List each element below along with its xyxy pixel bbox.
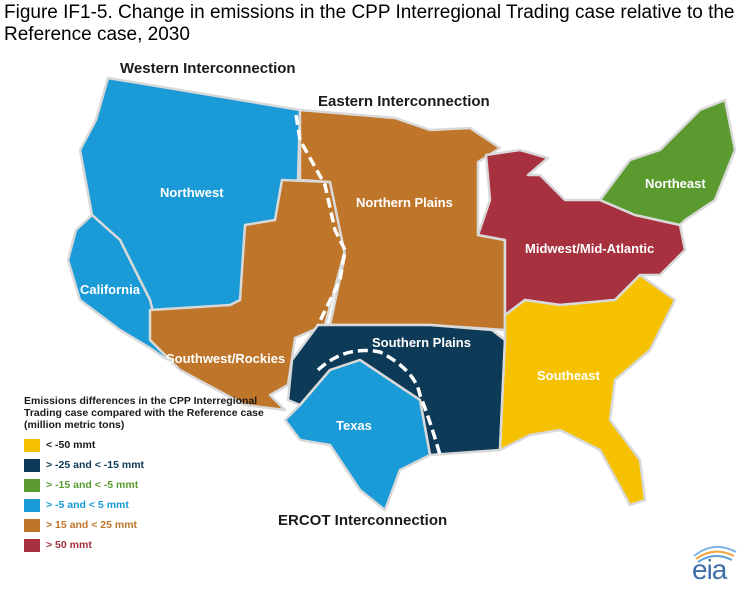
legend-label-prefix: > <box>46 479 56 491</box>
legend-swatch <box>24 458 40 472</box>
interconnection-boundary-east-west <box>294 114 347 326</box>
legend-items: < -50 mmt > -25 and < -15 mmt > -15 and < … <box>24 435 284 555</box>
interconnection-boundary-ercot <box>316 348 442 456</box>
region-label-texas: Texas <box>336 418 372 433</box>
eia-logo-text: eia <box>692 554 727 585</box>
eia-logo: eia <box>686 540 742 585</box>
legend-swatch <box>24 498 40 512</box>
legend-item: > 15 and < 25 mmt <box>24 515 284 535</box>
legend-label: > -5 and < 5 mmt <box>46 499 129 511</box>
legend-item: > -5 and < 5 mmt <box>24 495 284 515</box>
region-label-southern-plains: Southern Plains <box>372 335 471 350</box>
legend-label: > 50 mmt <box>46 539 92 551</box>
region-label-california: California <box>80 282 141 297</box>
region-label-southwest-rockies: Southwest/Rockies <box>166 351 285 366</box>
legend-label: > 15 and < 25 mmt <box>46 519 138 531</box>
legend-label: < -50 mmt <box>46 439 96 451</box>
eia-logo-arcs-icon <box>693 545 737 563</box>
region-midwest-mid-atlantic <box>476 148 687 317</box>
legend-swatch <box>24 478 40 492</box>
legend-label: > -25 and < -15 mmt <box>46 459 145 471</box>
legend-label: -15 and < -5 mmt <box>55 479 139 491</box>
legend-item: > -15 and < -5 mmt <box>24 475 284 495</box>
legend-swatch <box>24 518 40 532</box>
region-southeast <box>498 273 677 507</box>
region-texas <box>283 358 432 512</box>
region-california <box>66 213 192 367</box>
legend-item: > -25 and < -15 mmt <box>24 455 284 475</box>
region-label-southeast: Southeast <box>537 368 601 383</box>
legend-item: < -50 mmt <box>24 435 284 455</box>
legend: Emissions differences in the CPP Interre… <box>24 395 284 555</box>
region-label-northwest: Northwest <box>160 185 224 200</box>
label-eastern-interconnection: Eastern Interconnection <box>318 93 490 110</box>
region-northeast <box>598 98 737 227</box>
region-label-northeast: Northeast <box>645 176 706 191</box>
legend-swatch <box>24 438 40 452</box>
legend-title: Emissions differences in the CPP Interre… <box>24 395 264 431</box>
label-ercot-interconnection: ERCOT Interconnection <box>278 512 448 529</box>
region-label-midwest-mid-atlantic: Midwest/Mid-Atlantic <box>525 241 654 256</box>
region-label-northern-plains: Northern Plains <box>356 195 453 210</box>
legend-label-wrap: > -15 and < -5 mmt <box>46 479 138 491</box>
legend-item: > 50 mmt <box>24 535 284 555</box>
label-western-interconnection: Western Interconnection <box>120 60 296 77</box>
figure-title: Figure IF1-5. Change in emissions in the… <box>4 2 735 45</box>
legend-swatch <box>24 538 40 552</box>
